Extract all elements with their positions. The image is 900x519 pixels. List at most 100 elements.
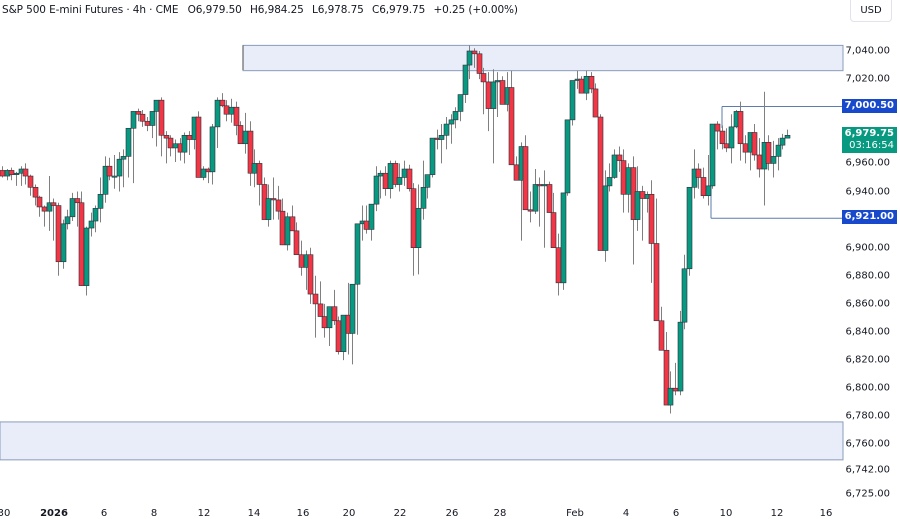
support-price-label: 6,921.00: [841, 210, 897, 224]
candle-body: [508, 87, 515, 166]
candle: [611, 149, 618, 179]
candle-body: [41, 206, 48, 212]
candle: [326, 306, 333, 347]
candle: [513, 156, 520, 181]
candle-body: [639, 191, 646, 199]
candle-body: [410, 188, 417, 249]
candle: [779, 133, 786, 150]
candle: [424, 174, 431, 199]
candle: [172, 139, 179, 162]
candle: [597, 114, 604, 251]
candle-body: [219, 99, 226, 107]
candle: [719, 125, 726, 150]
currency-button[interactable]: USD: [850, 0, 892, 22]
last-price: 6,979.75: [844, 128, 894, 139]
candle-body: [677, 321, 684, 392]
candle-body: [457, 94, 464, 112]
candle: [508, 70, 515, 166]
candle-body: [705, 185, 712, 197]
candle-body: [775, 144, 782, 157]
candle: [116, 152, 123, 192]
candle-body: [242, 130, 249, 145]
candle-body: [438, 135, 445, 140]
candle: [8, 167, 15, 181]
candle: [448, 114, 455, 144]
price-tick: 6,725.00: [845, 488, 890, 500]
candle: [284, 212, 291, 251]
candle-body: [223, 105, 230, 115]
supply-zone: [242, 44, 844, 72]
ohlc-open: O6,979.50: [187, 4, 242, 16]
candle: [466, 45, 473, 80]
candle: [705, 154, 712, 206]
candle: [691, 149, 698, 199]
candle: [135, 108, 142, 122]
candle-body: [742, 143, 749, 153]
candle-body: [373, 175, 380, 205]
time-tick: 28: [493, 508, 507, 519]
candle: [677, 310, 684, 396]
price-tick: 6,960.00: [845, 157, 890, 169]
candle: [648, 180, 655, 283]
candle-body: [560, 192, 567, 284]
candle: [602, 170, 609, 262]
ohlc-close: C6,979.75: [371, 4, 426, 16]
candle: [527, 191, 534, 223]
candle-body: [597, 116, 604, 251]
resistance-price-label: 7,000.50: [841, 99, 897, 113]
candle: [92, 205, 99, 233]
candle-body: [83, 227, 90, 286]
candle: [78, 191, 85, 286]
time-tick: 16: [296, 508, 310, 519]
candle-body: [443, 123, 450, 136]
candle: [242, 112, 249, 154]
candle-body: [36, 196, 43, 208]
candle-body: [625, 167, 632, 195]
candle-body: [228, 106, 235, 115]
candle: [83, 226, 90, 296]
candle: [27, 174, 34, 196]
candle-body: [27, 175, 34, 188]
candle-body: [74, 198, 81, 204]
candle: [681, 254, 688, 330]
candle: [438, 124, 445, 164]
candle-body: [536, 184, 543, 187]
candle-body: [88, 220, 95, 229]
candle-body: [485, 81, 492, 109]
candle: [64, 209, 71, 230]
candle-body: [22, 168, 29, 177]
candle: [410, 183, 417, 276]
price-tick: 6,940.00: [845, 186, 890, 197]
candle-body: [471, 50, 478, 55]
candle-body: [200, 168, 207, 178]
candle-body: [691, 168, 698, 188]
candle: [700, 167, 707, 199]
candle: [634, 166, 641, 231]
candle-body: [569, 80, 576, 121]
symbol-title: S&P 500 E-mini Futures · 4h · CME: [2, 4, 179, 16]
candle-body: [331, 306, 338, 322]
candle: [396, 163, 403, 192]
candle: [102, 156, 109, 203]
candle-body: [555, 247, 562, 284]
candle-body: [592, 88, 599, 118]
candle: [443, 117, 450, 150]
candle: [667, 371, 674, 414]
candle: [149, 111, 156, 139]
candle-body: [144, 120, 151, 126]
candle: [429, 137, 436, 178]
candle-body: [695, 168, 702, 178]
candle-body: [602, 185, 609, 251]
candle: [555, 233, 562, 296]
candle-body: [251, 163, 258, 174]
candle: [13, 171, 20, 186]
time-tick: 6: [100, 508, 108, 519]
candle: [50, 198, 57, 241]
candle-body: [709, 123, 716, 187]
candle-body: [550, 212, 557, 248]
candle: [158, 97, 165, 157]
candle-body: [317, 303, 324, 317]
candle: [340, 314, 347, 361]
candle-body: [541, 184, 548, 187]
